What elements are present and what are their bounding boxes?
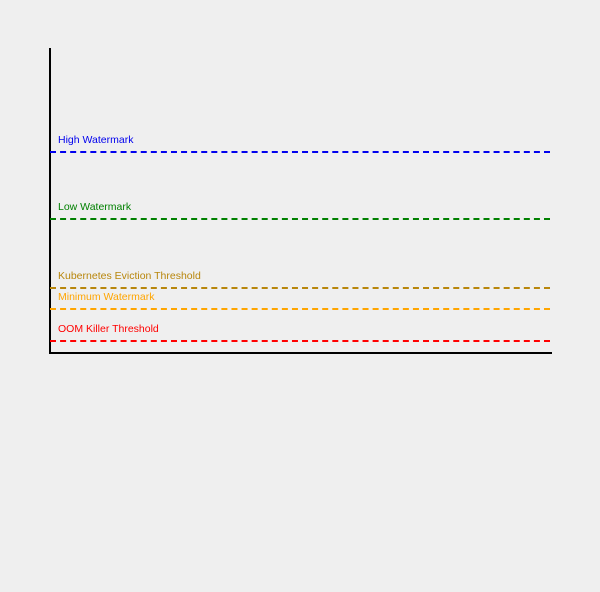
threshold-label: Low Watermark [58,201,132,213]
threshold-line [50,150,550,153]
threshold-line [50,308,550,310]
threshold-label: Minimum Watermark [58,291,155,303]
threshold-label: Kubernetes Eviction Threshold [58,270,201,282]
threshold-line [50,287,550,289]
y-axis-line [49,48,52,354]
threshold-line [50,218,550,220]
threshold-line [50,340,550,342]
threshold-label: High Watermark [58,133,134,146]
x-axis-line [49,351,552,354]
threshold-label: OOM Killer Threshold [58,323,159,335]
